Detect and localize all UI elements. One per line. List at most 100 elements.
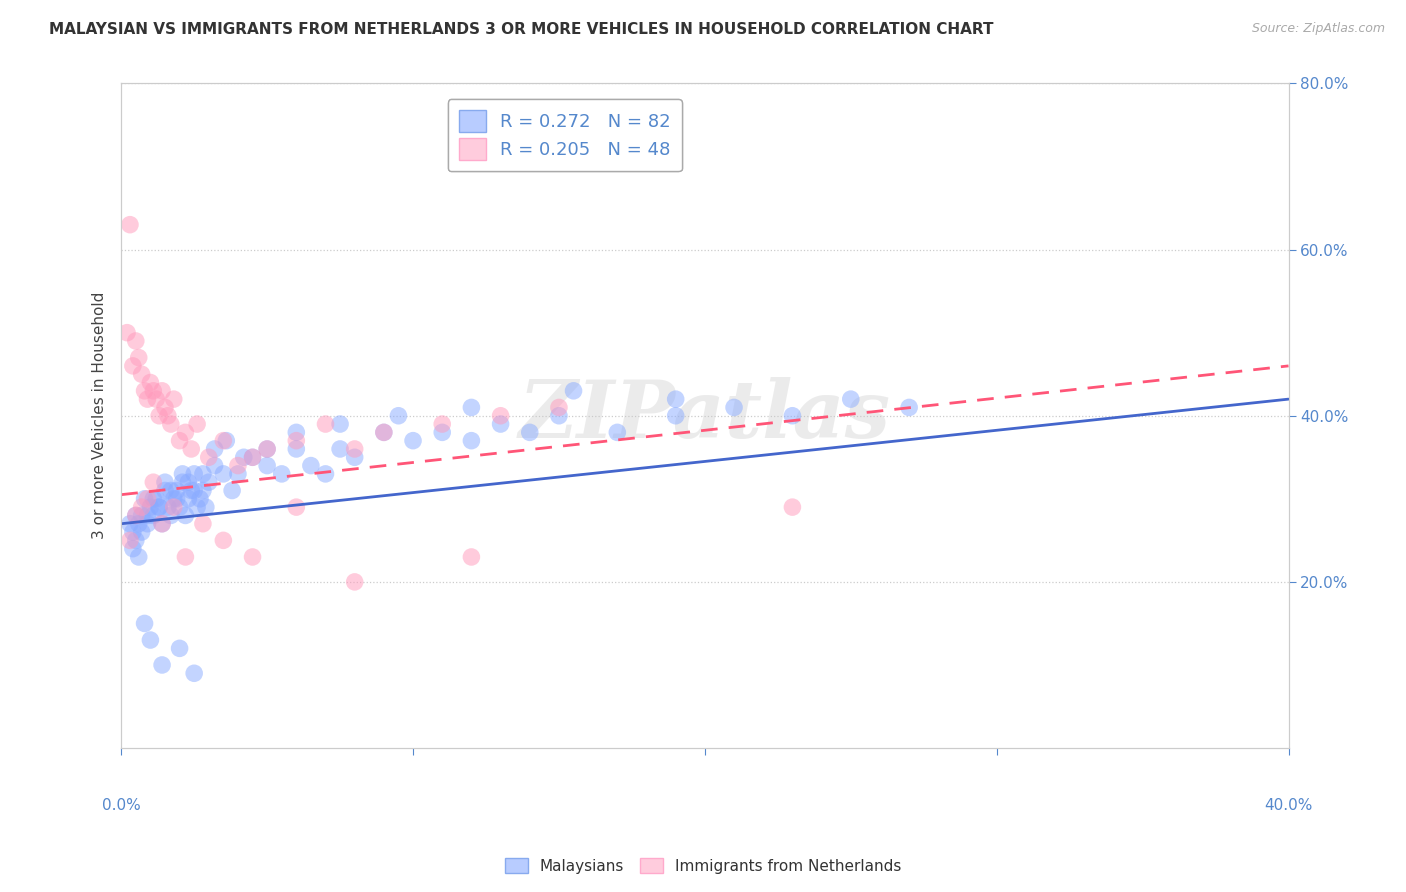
Point: [166, 491, 188, 506]
Point: [150, 657, 173, 672]
Point: [606, 425, 628, 440]
Text: ZIPatlas: ZIPatlas: [519, 377, 891, 455]
Point: [169, 641, 191, 656]
Point: [169, 434, 191, 448]
Point: [150, 516, 173, 531]
Point: [174, 549, 197, 564]
Point: [373, 425, 395, 440]
Point: [898, 401, 921, 415]
Point: [136, 516, 159, 531]
Point: [150, 516, 173, 531]
Point: [285, 434, 308, 448]
Point: [139, 376, 162, 390]
Point: [125, 508, 148, 523]
Point: [256, 458, 278, 473]
Point: [548, 401, 571, 415]
Point: [242, 450, 264, 465]
Point: [221, 483, 243, 498]
Point: [204, 458, 226, 473]
Point: [402, 434, 425, 448]
Point: [139, 500, 162, 515]
Point: [128, 516, 150, 531]
Point: [131, 524, 153, 539]
Point: [122, 359, 145, 373]
Point: [145, 491, 167, 506]
Legend: R = 0.272   N = 82, R = 0.205   N = 48: R = 0.272 N = 82, R = 0.205 N = 48: [449, 99, 682, 171]
Point: [329, 442, 352, 456]
Text: Source: ZipAtlas.com: Source: ZipAtlas.com: [1251, 22, 1385, 36]
Point: [460, 549, 482, 564]
Point: [180, 483, 202, 498]
Point: [148, 409, 170, 423]
Point: [270, 467, 292, 481]
Point: [131, 368, 153, 382]
Point: [232, 450, 254, 465]
Point: [212, 467, 235, 481]
Point: [489, 417, 512, 431]
Point: [191, 467, 214, 481]
Point: [177, 475, 200, 490]
Point: [134, 616, 156, 631]
Point: [136, 508, 159, 523]
Point: [226, 458, 249, 473]
Point: [226, 467, 249, 481]
Point: [125, 508, 148, 523]
Point: [142, 475, 165, 490]
Point: [142, 508, 165, 523]
Point: [122, 541, 145, 556]
Point: [115, 326, 138, 340]
Point: [153, 483, 176, 498]
Point: [125, 533, 148, 548]
Point: [782, 500, 804, 515]
Point: [142, 384, 165, 398]
Point: [212, 533, 235, 548]
Point: [177, 491, 200, 506]
Point: [118, 533, 141, 548]
Point: [180, 442, 202, 456]
Text: MALAYSIAN VS IMMIGRANTS FROM NETHERLANDS 3 OR MORE VEHICLES IN HOUSEHOLD CORRELA: MALAYSIAN VS IMMIGRANTS FROM NETHERLANDS…: [49, 22, 994, 37]
Point: [460, 401, 482, 415]
Point: [136, 392, 159, 406]
Y-axis label: 3 or more Vehicles in Household: 3 or more Vehicles in Household: [93, 292, 107, 540]
Text: 0.0%: 0.0%: [101, 797, 141, 813]
Point: [299, 458, 322, 473]
Point: [131, 508, 153, 523]
Point: [183, 483, 205, 498]
Point: [142, 491, 165, 506]
Point: [723, 401, 745, 415]
Point: [562, 384, 585, 398]
Point: [460, 434, 482, 448]
Point: [183, 467, 205, 481]
Legend: Malaysians, Immigrants from Netherlands: Malaysians, Immigrants from Netherlands: [499, 852, 907, 880]
Point: [387, 409, 409, 423]
Point: [148, 500, 170, 515]
Point: [548, 409, 571, 423]
Point: [134, 491, 156, 506]
Point: [212, 434, 235, 448]
Point: [285, 442, 308, 456]
Point: [145, 392, 167, 406]
Point: [839, 392, 862, 406]
Point: [242, 450, 264, 465]
Point: [150, 384, 173, 398]
Point: [156, 409, 179, 423]
Point: [188, 491, 211, 506]
Point: [166, 483, 188, 498]
Point: [315, 467, 337, 481]
Point: [186, 417, 208, 431]
Point: [172, 475, 194, 490]
Point: [329, 417, 352, 431]
Point: [256, 442, 278, 456]
Point: [489, 409, 512, 423]
Point: [285, 425, 308, 440]
Point: [191, 483, 214, 498]
Point: [204, 442, 226, 456]
Point: [343, 442, 366, 456]
Point: [191, 516, 214, 531]
Point: [186, 500, 208, 515]
Point: [256, 442, 278, 456]
Point: [519, 425, 541, 440]
Point: [159, 508, 181, 523]
Point: [174, 425, 197, 440]
Point: [136, 491, 159, 506]
